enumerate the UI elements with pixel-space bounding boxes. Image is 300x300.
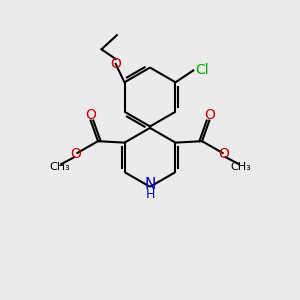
Text: O: O xyxy=(219,147,230,161)
Text: Cl: Cl xyxy=(196,64,209,77)
Text: O: O xyxy=(204,108,215,122)
Text: O: O xyxy=(70,147,81,161)
Text: CH₃: CH₃ xyxy=(49,162,70,172)
Text: H: H xyxy=(145,188,155,201)
Text: O: O xyxy=(110,57,121,71)
Text: CH₃: CH₃ xyxy=(230,162,251,172)
Text: N: N xyxy=(144,177,156,192)
Text: O: O xyxy=(85,108,96,122)
